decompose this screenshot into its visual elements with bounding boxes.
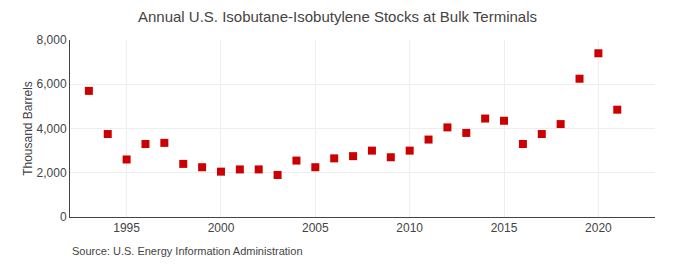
svg-text:8,000: 8,000 [37, 33, 67, 47]
svg-text:6,000: 6,000 [37, 77, 67, 91]
svg-text:4,000: 4,000 [37, 122, 67, 136]
svg-text:2,000: 2,000 [37, 166, 67, 180]
svg-text:Source: U.S. Energy Informatio: Source: U.S. Energy Information Administ… [72, 245, 303, 257]
svg-text:2015: 2015 [491, 221, 518, 235]
svg-text:Annual U.S. Isobutane-Isobutyl: Annual U.S. Isobutane-Isobutylene Stocks… [138, 8, 537, 25]
svg-text:Thousand Barrels: Thousand Barrels [21, 81, 35, 176]
svg-text:0: 0 [60, 210, 67, 224]
svg-text:2010: 2010 [396, 221, 423, 235]
svg-text:1995: 1995 [113, 221, 140, 235]
svg-text:2020: 2020 [585, 221, 612, 235]
svg-text:2005: 2005 [302, 221, 329, 235]
svg-text:2000: 2000 [208, 221, 235, 235]
